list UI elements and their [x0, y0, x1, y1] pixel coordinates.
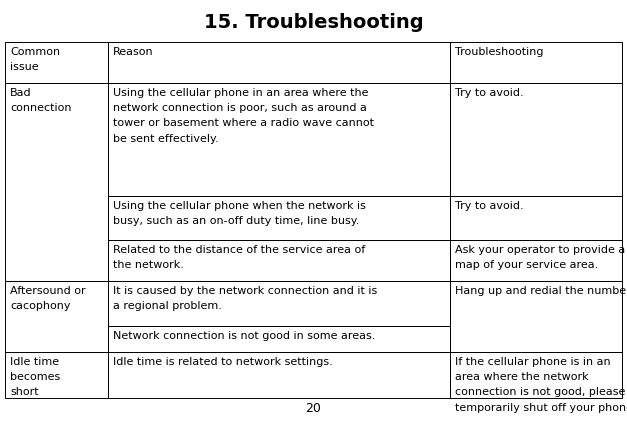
- Bar: [108, 326, 450, 352]
- Bar: [108, 42, 450, 83]
- Bar: [108, 352, 450, 398]
- Text: Idle time
becomes
short: Idle time becomes short: [10, 357, 60, 397]
- Text: Common
issue: Common issue: [10, 47, 60, 72]
- Bar: [5, 83, 108, 281]
- Bar: [108, 83, 450, 196]
- Text: Using the cellular phone when the network is
busy, such as an on-off duty time, : Using the cellular phone when the networ…: [113, 201, 366, 226]
- Text: Hang up and redial the number.: Hang up and redial the number.: [455, 286, 627, 296]
- Bar: [108, 240, 450, 281]
- Bar: [450, 196, 622, 240]
- Text: Try to avoid.: Try to avoid.: [455, 201, 524, 211]
- Text: Using the cellular phone in an area where the
network connection is poor, such a: Using the cellular phone in an area wher…: [113, 88, 374, 143]
- Text: If the cellular phone is in an
area where the network
connection is not good, pl: If the cellular phone is in an area wher…: [455, 357, 627, 412]
- Bar: [450, 83, 622, 196]
- Bar: [450, 240, 622, 281]
- Text: Bad
connection: Bad connection: [10, 88, 71, 113]
- Text: 20: 20: [305, 402, 322, 415]
- Bar: [5, 42, 108, 83]
- Bar: [108, 281, 450, 326]
- Text: 15. Troubleshooting: 15. Troubleshooting: [204, 13, 423, 31]
- Bar: [450, 42, 622, 83]
- Text: Idle time is related to network settings.: Idle time is related to network settings…: [113, 357, 333, 367]
- Bar: [108, 196, 450, 240]
- Text: Aftersound or
cacophony: Aftersound or cacophony: [10, 286, 86, 311]
- Bar: [450, 281, 622, 352]
- Text: Related to the distance of the service area of
the network.: Related to the distance of the service a…: [113, 245, 366, 270]
- Text: Reason: Reason: [113, 47, 154, 57]
- Text: Ask your operator to provide a
map of your service area.: Ask your operator to provide a map of yo…: [455, 245, 625, 270]
- Text: Try to avoid.: Try to avoid.: [455, 88, 524, 98]
- Bar: [450, 352, 622, 398]
- Text: Troubleshooting: Troubleshooting: [455, 47, 544, 57]
- Text: It is caused by the network connection and it is
a regional problem.: It is caused by the network connection a…: [113, 286, 377, 311]
- Bar: [5, 281, 108, 352]
- Bar: [5, 352, 108, 398]
- Text: Network connection is not good in some areas.: Network connection is not good in some a…: [113, 331, 376, 341]
